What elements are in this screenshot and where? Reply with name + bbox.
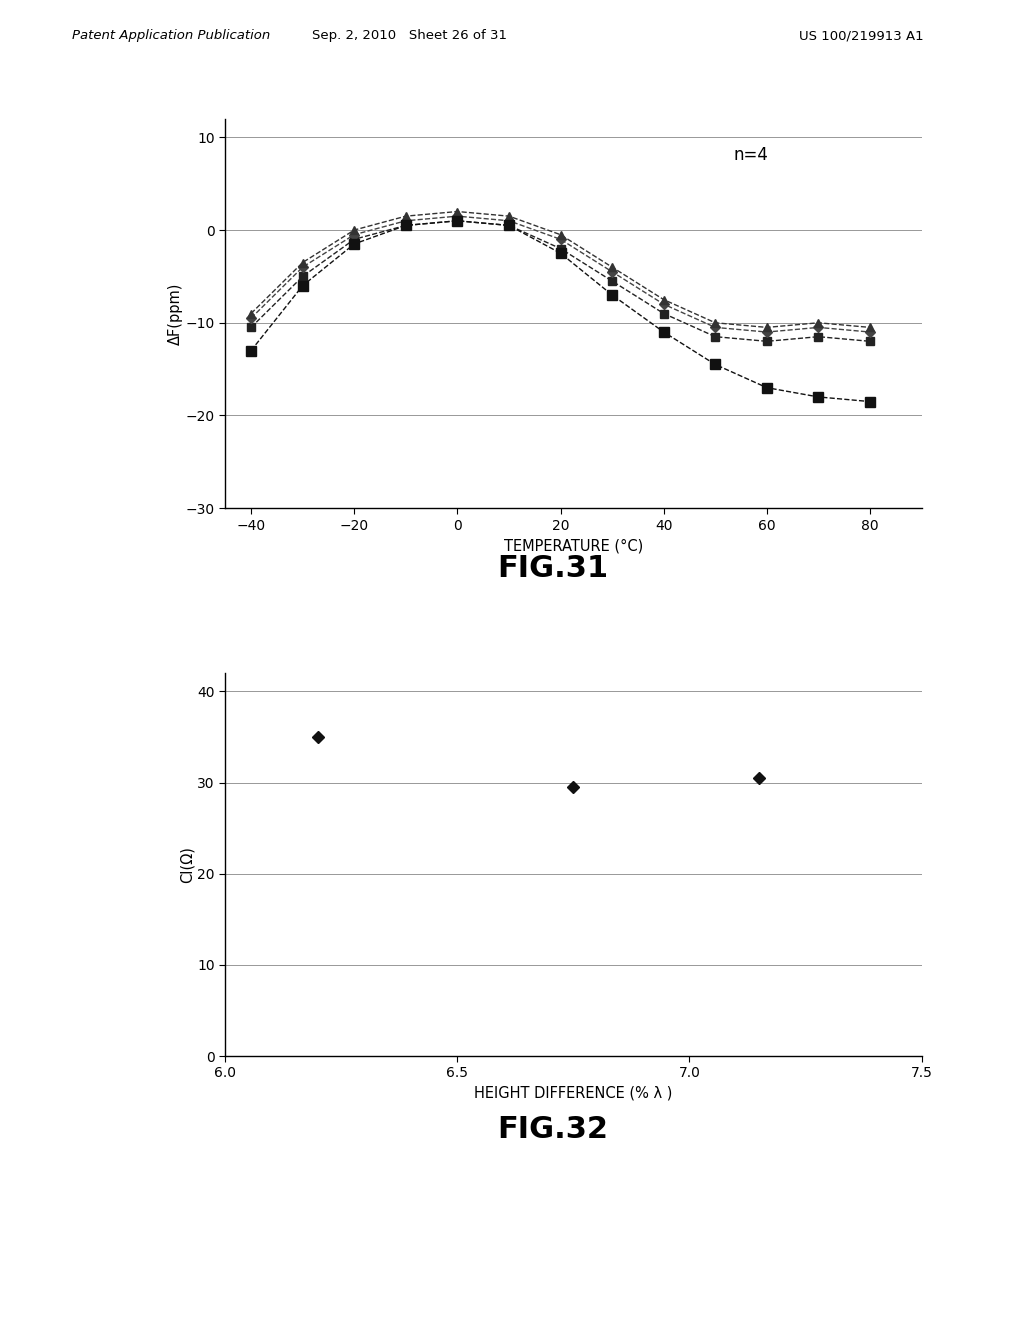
Text: US 100/219913 A1: US 100/219913 A1 xyxy=(799,29,924,42)
X-axis label: HEIGHT DIFFERENCE (% λ ): HEIGHT DIFFERENCE (% λ ) xyxy=(474,1086,673,1101)
Text: Patent Application Publication: Patent Application Publication xyxy=(72,29,270,42)
Text: FIG.31: FIG.31 xyxy=(498,554,608,583)
X-axis label: TEMPERATURE (°C): TEMPERATURE (°C) xyxy=(504,539,643,553)
Y-axis label: ΔF(ppm): ΔF(ppm) xyxy=(168,282,183,345)
Y-axis label: CI(Ω): CI(Ω) xyxy=(179,846,195,883)
Text: n=4: n=4 xyxy=(733,147,768,164)
Text: FIG.32: FIG.32 xyxy=(498,1115,608,1144)
Text: Sep. 2, 2010   Sheet 26 of 31: Sep. 2, 2010 Sheet 26 of 31 xyxy=(312,29,507,42)
